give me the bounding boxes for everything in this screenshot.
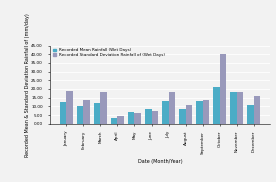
Bar bbox=[77, 106, 83, 124]
Bar bbox=[134, 113, 141, 124]
Bar bbox=[128, 112, 134, 124]
Bar bbox=[186, 105, 192, 124]
Bar bbox=[111, 118, 117, 124]
Bar bbox=[196, 101, 203, 124]
Bar bbox=[220, 54, 226, 124]
Bar bbox=[152, 111, 158, 124]
Bar bbox=[203, 100, 209, 124]
X-axis label: Date (Month/Year): Date (Month/Year) bbox=[138, 159, 182, 164]
Bar bbox=[83, 100, 90, 124]
Bar bbox=[66, 91, 73, 124]
Bar bbox=[179, 109, 186, 124]
Bar bbox=[169, 92, 175, 124]
Bar bbox=[254, 96, 261, 124]
Bar bbox=[162, 101, 169, 124]
Y-axis label: Recorded Mean & Standard Deviation Rainfall of (mm/day): Recorded Mean & Standard Deviation Rainf… bbox=[25, 13, 30, 157]
Bar bbox=[117, 116, 124, 124]
Bar bbox=[100, 92, 107, 124]
Bar bbox=[145, 109, 152, 124]
Bar bbox=[230, 92, 237, 124]
Bar bbox=[248, 106, 254, 124]
Bar bbox=[60, 102, 66, 124]
Bar bbox=[237, 92, 243, 124]
Bar bbox=[213, 87, 220, 124]
Bar bbox=[94, 103, 100, 124]
Legend: Recorded Mean Rainfall (Wet Days), Recorded Standard Deviation Rainfall of (Wet : Recorded Mean Rainfall (Wet Days), Recor… bbox=[52, 48, 166, 58]
